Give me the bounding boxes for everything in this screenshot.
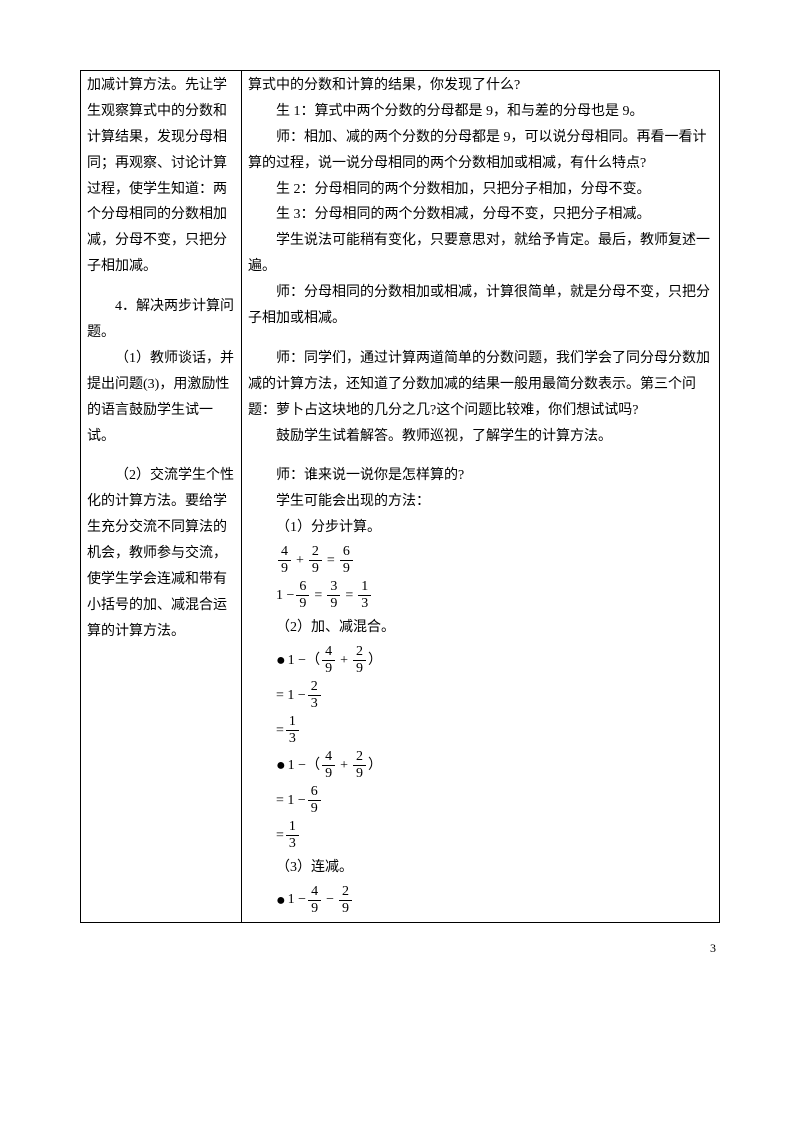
r-l4: 生 2：分母相同的两个分数相加，只把分子相加，分母不变。 — [248, 177, 713, 203]
r-l8: 师：同学们，通过计算两道简单的分数问题，我们学会了同分母分数加减的计算方法，还知… — [248, 346, 713, 424]
r-l7: 师：分母相同的分数相加或相减，计算很简单，就是分母不变，只把分子相加或相减。 — [248, 280, 713, 332]
eq-mix2c: = 13 — [276, 820, 713, 851]
eq-sub: 1 − 69 = 39 = 13 — [276, 580, 713, 611]
eq-mix1c: = 13 — [276, 715, 713, 746]
r-l11: 学生可能会出现的方法： — [248, 489, 713, 515]
eq-mix1b: = 1 − 23 — [276, 680, 713, 711]
left-sec4-2: （2）交流学生个性化的计算方法。要给学生充分交流不同算法的机会，教师参与交流，使… — [87, 463, 235, 644]
r-l6: 学生说法可能稍有变化，只要意思对，就给予肯定。最后，教师复述一遍。 — [248, 228, 713, 280]
eq-mix2b: = 1 − 69 — [276, 785, 713, 816]
left-sec4-title: 4．解决两步计算问题。 — [87, 294, 235, 346]
left-para1: 加减计算方法。先让学生观察算式中的分数和计算结果，发现分母相同；再观察、讨论计算… — [87, 73, 235, 280]
r-l1: 算式中的分数和计算的结果，你发现了什么? — [248, 73, 713, 99]
r-l3: 师：相加、减的两个分数的分母都是 9，可以说分母相同。再看一看计算的过程，说一说… — [248, 125, 713, 177]
r-l9: 鼓励学生试着解答。教师巡视，了解学生的计算方法。 — [248, 424, 713, 450]
r-l2: 生 1：算式中两个分数的分母都是 9，和与差的分母也是 9。 — [248, 99, 713, 125]
eq-add: 49 + 29 = 69 — [276, 545, 713, 576]
r-m3: （3）连减。 — [248, 855, 713, 881]
r-m2: （2）加、减混合。 — [248, 615, 713, 641]
left-column: 加减计算方法。先让学生观察算式中的分数和计算结果，发现分母相同；再观察、讨论计算… — [81, 71, 242, 923]
r-l5: 生 3：分母相同的两个分数相减，分母不变，只把分子相减。 — [248, 202, 713, 228]
r-m1: （1）分步计算。 — [248, 515, 713, 541]
page-number: 3 — [80, 941, 720, 956]
left-sec4-1: （1）教师谈话，并提出问题(3)，用激励性的语言鼓励学生试一试。 — [87, 346, 235, 450]
eq-mix2a: ●1 −（ 49 + 29 ） — [276, 750, 713, 781]
right-column: 算式中的分数和计算的结果，你发现了什么? 生 1：算式中两个分数的分母都是 9，… — [242, 71, 720, 923]
eq-seq: ●1 − 49 − 29 — [276, 885, 713, 916]
eq-mix1a: ●1 −（ 49 + 29 ） — [276, 645, 713, 676]
r-l10: 师：谁来说一说你是怎样算的? — [248, 463, 713, 489]
